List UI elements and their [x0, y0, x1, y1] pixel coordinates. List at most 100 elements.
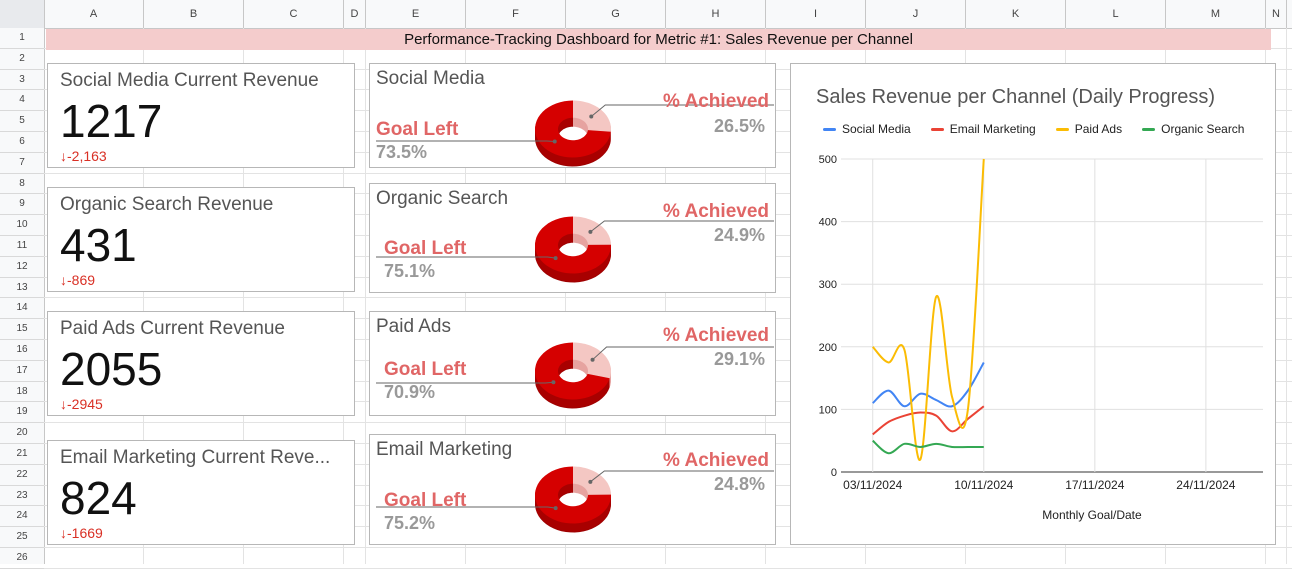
- row-header-5[interactable]: 5: [0, 111, 44, 132]
- row-header-23[interactable]: 23: [0, 486, 44, 507]
- column-header-n[interactable]: N: [1266, 0, 1287, 28]
- achieved-leader-dot: [589, 115, 593, 119]
- goal-left-label: Goal Left: [384, 238, 466, 260]
- row-header-19[interactable]: 19: [0, 402, 44, 423]
- column-header-j[interactable]: J: [866, 0, 966, 28]
- kpi-delta: ↓-1669: [60, 525, 103, 541]
- row-header-24[interactable]: 24: [0, 506, 44, 527]
- gauge-title: Email Marketing: [376, 439, 512, 461]
- gauge-card-paid-ads[interactable]: Paid Ads % Achieved 29.1% Goal Left 70.9…: [369, 311, 776, 416]
- row-header-8[interactable]: 8: [0, 174, 44, 195]
- kpi-label: Paid Ads Current Revenue: [60, 318, 350, 340]
- achieved-label: % Achieved: [663, 450, 769, 472]
- column-header-k[interactable]: K: [966, 0, 1066, 28]
- dashboard-title: Performance-Tracking Dashboard for Metri…: [46, 29, 1271, 50]
- column-header-l[interactable]: L: [1066, 0, 1166, 28]
- kpi-label: Email Marketing Current Reve...: [60, 447, 350, 469]
- row-header-21[interactable]: 21: [0, 444, 44, 465]
- row-header-17[interactable]: 17: [0, 361, 44, 382]
- row-header-15[interactable]: 15: [0, 319, 44, 340]
- gauge-title: Paid Ads: [376, 316, 451, 338]
- achieved-leader-dot: [591, 358, 595, 362]
- achieved-value: 26.5%: [714, 116, 765, 137]
- row-header-4[interactable]: 4: [0, 90, 44, 111]
- goal-leader-dot: [553, 139, 557, 143]
- kpi-label: Social Media Current Revenue: [60, 70, 350, 92]
- goal-left-label: Goal Left: [384, 359, 466, 381]
- gauge-card-social-media[interactable]: Social Media % Achieved 26.5% Goal Left …: [369, 63, 776, 168]
- column-header-c[interactable]: C: [244, 0, 344, 28]
- row-header-13[interactable]: 13: [0, 278, 44, 299]
- row-header-25[interactable]: 25: [0, 527, 44, 548]
- y-tick-label: 100: [819, 404, 837, 416]
- kpi-card-email-marketing[interactable]: Email Marketing Current Reve... 824 ↓-16…: [47, 440, 355, 545]
- row-header-3[interactable]: 3: [0, 70, 44, 91]
- column-header-i[interactable]: I: [766, 0, 866, 28]
- grid-line: [44, 547, 1292, 548]
- row-header-14[interactable]: 14: [0, 298, 44, 319]
- select-all-corner[interactable]: [0, 0, 45, 28]
- column-header-f[interactable]: F: [466, 0, 566, 28]
- x-tick-label: 17/11/2024: [1065, 478, 1124, 492]
- arrow-down-icon: ↓: [60, 148, 67, 164]
- row-header-7[interactable]: 7: [0, 153, 44, 174]
- row-header-22[interactable]: 22: [0, 465, 44, 486]
- series-line-organic-search: [873, 441, 984, 454]
- column-header-h[interactable]: H: [666, 0, 766, 28]
- kpi-delta: ↓-2945: [60, 396, 103, 412]
- goal-leader-dot: [554, 506, 558, 510]
- y-tick-label: 400: [819, 217, 837, 229]
- y-tick-label: 200: [819, 342, 837, 354]
- grid-line: [365, 28, 366, 564]
- kpi-value: 2055: [60, 342, 162, 396]
- achieved-leader-dot: [588, 230, 592, 234]
- arrow-down-icon: ↓: [60, 525, 67, 541]
- row-header-2[interactable]: 2: [0, 49, 44, 70]
- goal-left-value: 75.1%: [384, 261, 435, 282]
- row-header-20[interactable]: 20: [0, 423, 44, 444]
- row-header-1[interactable]: 1: [0, 28, 44, 49]
- row-header-6[interactable]: 6: [0, 132, 44, 153]
- y-tick-label: 500: [819, 154, 837, 166]
- achieved-value: 24.9%: [714, 225, 765, 246]
- row-header-18[interactable]: 18: [0, 382, 44, 403]
- kpi-value: 824: [60, 471, 137, 525]
- series-line-paid-ads: [873, 159, 984, 460]
- achieved-label: % Achieved: [663, 325, 769, 347]
- column-header-b[interactable]: B: [144, 0, 244, 28]
- gauge-title: Social Media: [376, 68, 485, 90]
- row-header-10[interactable]: 10: [0, 215, 44, 236]
- achieved-leader-dot: [588, 480, 592, 484]
- achieved-value: 24.8%: [714, 474, 765, 495]
- column-header-e[interactable]: E: [366, 0, 466, 28]
- achieved-label: % Achieved: [663, 201, 769, 223]
- column-header-d[interactable]: D: [344, 0, 366, 28]
- row-header-12[interactable]: 12: [0, 257, 44, 278]
- kpi-delta: ↓-2,163: [60, 148, 107, 164]
- row-header-9[interactable]: 9: [0, 194, 44, 215]
- arrow-down-icon: ↓: [60, 272, 67, 288]
- kpi-delta: ↓-869: [60, 272, 95, 288]
- kpi-card-organic-search[interactable]: Organic Search Revenue 431 ↓-869: [47, 187, 355, 292]
- kpi-card-paid-ads[interactable]: Paid Ads Current Revenue 2055 ↓-2945: [47, 311, 355, 416]
- goal-leader-dot: [551, 380, 555, 384]
- line-chart-card[interactable]: Sales Revenue per Channel (Daily Progres…: [790, 63, 1276, 545]
- x-tick-label: 24/11/2024: [1176, 478, 1235, 492]
- column-header-a[interactable]: A: [44, 0, 144, 28]
- row-header-16[interactable]: 16: [0, 340, 44, 361]
- arrow-down-icon: ↓: [60, 396, 67, 412]
- kpi-card-social-media[interactable]: Social Media Current Revenue 1217 ↓-2,16…: [47, 63, 355, 168]
- row-header-11[interactable]: 11: [0, 236, 44, 257]
- achieved-value: 29.1%: [714, 349, 765, 370]
- column-header-m[interactable]: M: [1166, 0, 1266, 28]
- row-header-26[interactable]: 26: [0, 548, 44, 569]
- gauge-card-email-marketing[interactable]: Email Marketing % Achieved 24.8% Goal Le…: [369, 434, 776, 545]
- gauge-card-organic-search[interactable]: Organic Search % Achieved 24.9% Goal Lef…: [369, 183, 776, 293]
- achieved-label: % Achieved: [663, 91, 769, 113]
- goal-left-label: Goal Left: [376, 119, 458, 141]
- gauge-title: Organic Search: [376, 188, 508, 210]
- column-header-g[interactable]: G: [566, 0, 666, 28]
- kpi-value: 1217: [60, 94, 162, 148]
